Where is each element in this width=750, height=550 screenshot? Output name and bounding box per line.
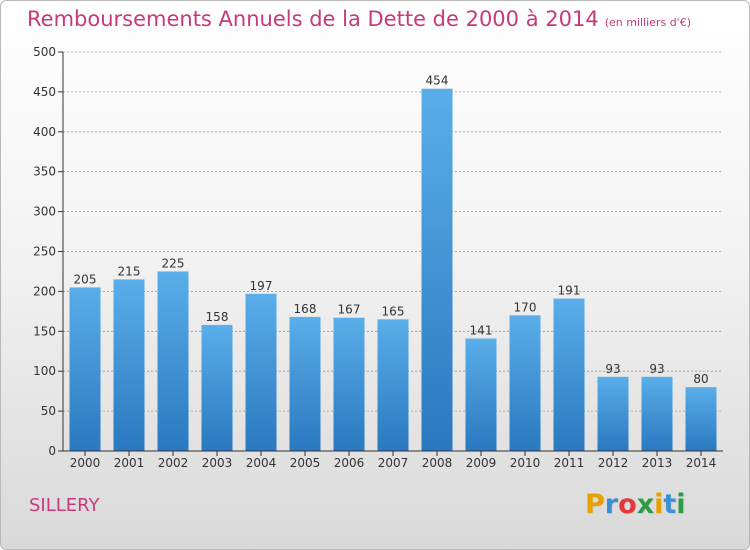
- x-tick-label: 2002: [158, 456, 189, 470]
- x-tick-label: 2000: [70, 456, 101, 470]
- chart-title-text: Remboursements Annuels de la Dette de 20…: [27, 7, 599, 31]
- bar: [509, 315, 541, 451]
- x-tick-label: 2011: [554, 456, 585, 470]
- x-tick-label: 2001: [114, 456, 145, 470]
- bar: [685, 387, 717, 451]
- logo-letter: t: [663, 489, 677, 520]
- logo-letter: x: [636, 489, 655, 520]
- x-tick-label: 2006: [334, 456, 365, 470]
- y-tick-label: 150: [33, 324, 56, 338]
- bar: [201, 324, 233, 451]
- y-tick-label: 200: [33, 284, 56, 298]
- data-label: 191: [558, 284, 581, 298]
- bar: [157, 271, 189, 451]
- data-label: 158: [206, 310, 229, 324]
- data-label: 93: [605, 362, 620, 376]
- data-label: 454: [426, 74, 449, 88]
- logo-letter: P: [585, 489, 605, 520]
- logo-letter: i: [676, 489, 686, 520]
- x-tick-label: 2012: [598, 456, 629, 470]
- bar: [377, 319, 409, 451]
- y-tick-label: 100: [33, 364, 56, 378]
- commune-name: SILLERY: [29, 495, 100, 516]
- data-label: 165: [382, 304, 405, 318]
- y-tick-label: 0: [48, 444, 56, 458]
- x-tick-label: 2009: [466, 456, 497, 470]
- x-tick-label: 2004: [246, 456, 277, 470]
- x-tick-label: 2008: [422, 456, 453, 470]
- data-label: 197: [250, 279, 273, 293]
- data-label: 225: [162, 256, 185, 270]
- logo-letter: o: [618, 489, 637, 520]
- logo-letter: i: [654, 489, 664, 520]
- bar: [333, 317, 365, 451]
- logo-letter: r: [604, 489, 619, 520]
- data-label: 93: [649, 362, 664, 376]
- bar: [69, 287, 101, 451]
- bar: [245, 293, 277, 451]
- data-label: 167: [338, 303, 361, 317]
- x-tick-label: 2003: [202, 456, 233, 470]
- bar: [113, 279, 145, 451]
- data-label: 170: [514, 300, 537, 314]
- data-label: 215: [118, 264, 141, 278]
- y-tick-label: 500: [33, 45, 56, 59]
- data-label: 168: [294, 302, 317, 316]
- proxiti-logo: Proxiti: [585, 489, 686, 520]
- bar: [465, 338, 497, 451]
- data-label: 141: [470, 323, 493, 337]
- x-tick-label: 2007: [378, 456, 409, 470]
- x-tick-label: 2005: [290, 456, 321, 470]
- bar: [597, 376, 629, 451]
- chart-unit: (en milliers d'€): [604, 16, 691, 29]
- y-tick-label: 350: [33, 165, 56, 179]
- bar: [641, 376, 673, 451]
- chart-title: Remboursements Annuels de la Dette de 20…: [27, 7, 691, 31]
- x-tick-label: 2014: [686, 456, 717, 470]
- data-label: 80: [693, 372, 708, 386]
- bar: [289, 316, 321, 451]
- y-tick-label: 450: [33, 85, 56, 99]
- bar: [421, 88, 453, 451]
- data-label: 205: [74, 272, 97, 286]
- y-tick-label: 250: [33, 245, 56, 259]
- y-tick-label: 300: [33, 205, 56, 219]
- x-tick-label: 2010: [510, 456, 541, 470]
- y-tick-label: 400: [33, 125, 56, 139]
- x-tick-label: 2013: [642, 456, 673, 470]
- y-tick-label: 50: [41, 404, 56, 418]
- bar: [553, 298, 585, 451]
